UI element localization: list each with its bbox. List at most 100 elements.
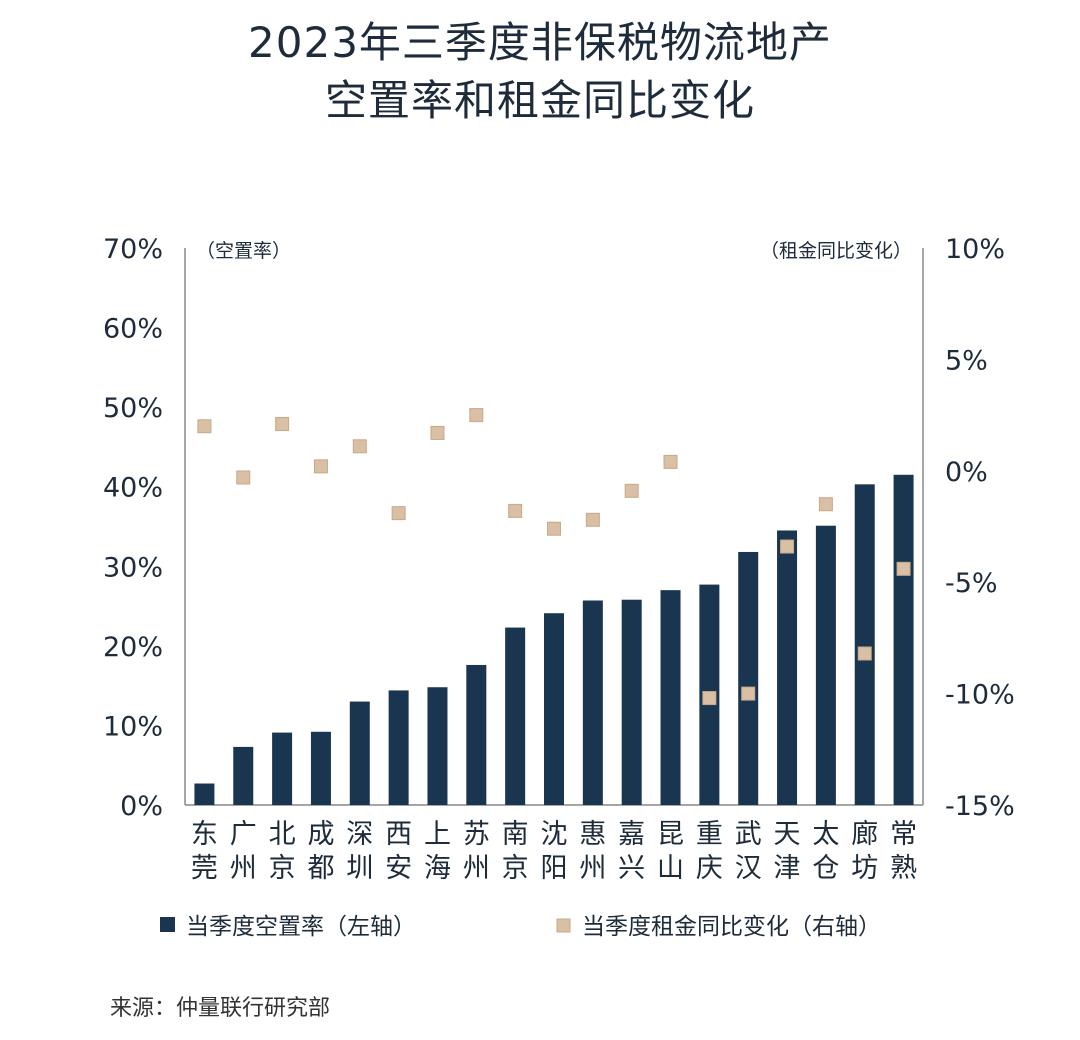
rent-change-marker (702, 691, 717, 706)
rent-change-marker (585, 512, 600, 527)
category-label: 广 (230, 819, 257, 850)
rent-change-marker (857, 646, 872, 661)
category-label: 嘉 (618, 819, 645, 850)
chart-title-line1: 2023年三季度非保税物流地产 (248, 18, 832, 67)
category-label: 都 (307, 853, 334, 884)
bar (777, 530, 798, 805)
right-axis-label: （租金同比变化） (760, 240, 912, 262)
rent-change-marker (469, 408, 484, 423)
legend-swatch-vacancy (160, 917, 175, 932)
category-label: 苏 (463, 819, 490, 850)
category-label: 仓 (812, 853, 839, 884)
rent-change-marker (352, 439, 367, 454)
category-label: 沈 (541, 819, 568, 850)
rent-change-marker (818, 497, 833, 512)
category-label: 州 (463, 853, 490, 884)
left-tick-label: 20% (103, 632, 163, 663)
left-tick-label: 60% (103, 314, 163, 345)
category-label: 京 (502, 853, 529, 884)
category-label: 深 (346, 819, 373, 850)
left-tick-label: 0% (120, 791, 163, 822)
rent-change-marker (391, 506, 406, 521)
left-tick-label: 10% (103, 711, 163, 742)
rent-change-marker (741, 686, 756, 701)
category-label: 海 (424, 853, 451, 884)
legend-label-rent: 当季度租金同比变化（右轴） (582, 914, 881, 940)
bar (349, 701, 370, 805)
category-label: 京 (269, 853, 296, 884)
category-label: 太 (812, 819, 839, 850)
right-tick-label: -5% (945, 568, 998, 599)
left-tick-label: 70% (103, 234, 163, 265)
bar (893, 474, 914, 805)
bar (388, 690, 409, 805)
rent-change-marker (896, 561, 911, 576)
category-label: 重 (696, 819, 723, 850)
rent-change-marker (236, 470, 251, 485)
category-label: 成 (307, 819, 334, 850)
legend-label-vacancy: 当季度空置率（左轴） (186, 914, 416, 940)
category-label: 昆 (657, 819, 684, 850)
right-tick-label: -10% (945, 680, 1015, 711)
rent-change-marker (663, 454, 678, 469)
chart-title-line2: 空置率和租金同比变化 (324, 76, 755, 125)
bar (582, 600, 603, 805)
bar (738, 551, 759, 805)
category-label: 山 (657, 853, 684, 884)
rent-change-marker (313, 459, 328, 474)
left-tick-label: 40% (103, 473, 163, 504)
category-label: 常 (890, 819, 917, 850)
left-tick-label: 50% (103, 393, 163, 424)
bar (505, 627, 526, 805)
bar (427, 687, 448, 805)
category-label: 莞 (191, 853, 218, 884)
bar (272, 732, 293, 805)
category-label: 惠 (579, 819, 606, 850)
rent-change-marker (430, 425, 445, 440)
category-label: 安 (385, 853, 412, 884)
source-note: 来源：仲量联行研究部 (110, 996, 331, 1021)
rent-change-marker (780, 539, 795, 554)
category-label: 庆 (696, 853, 723, 884)
bar (660, 590, 681, 805)
rent-change-marker (624, 483, 639, 498)
bar (310, 731, 331, 805)
rent-change-marker (275, 417, 290, 432)
bar (194, 783, 215, 805)
rent-change-marker (197, 419, 212, 434)
category-label: 上 (424, 819, 451, 850)
category-label: 汉 (735, 853, 762, 884)
left-tick-label: 30% (103, 552, 163, 583)
right-tick-label: -15% (945, 791, 1015, 822)
category-label: 津 (774, 853, 801, 884)
category-label: 州 (230, 853, 257, 884)
category-label: 西 (385, 819, 412, 850)
category-label: 坊 (851, 853, 878, 884)
right-tick-label: 10% (945, 234, 1005, 265)
category-label: 圳 (346, 853, 373, 884)
category-label: 熟 (890, 853, 917, 884)
bar (233, 746, 254, 805)
category-label: 廊 (851, 819, 878, 850)
chart-title: 2023年三季度非保税物流地产 空置率和租金同比变化 (0, 14, 1080, 130)
category-label: 南 (502, 819, 529, 850)
bar (854, 484, 875, 805)
bar (815, 525, 836, 805)
legend-swatch-rent (556, 918, 571, 933)
category-label: 东 (191, 819, 218, 850)
category-label: 武 (735, 819, 762, 850)
right-tick-label: 5% (945, 345, 988, 376)
category-label: 天 (774, 819, 801, 850)
rent-change-marker (547, 521, 561, 536)
rent-change-marker (508, 503, 523, 518)
category-label: 阳 (541, 853, 568, 884)
bar (466, 664, 487, 805)
category-label: 兴 (618, 853, 645, 884)
left-axis-label: （空置率） (196, 240, 291, 262)
bar (621, 599, 642, 805)
category-label: 州 (579, 853, 606, 884)
right-tick-label: 0% (945, 457, 988, 488)
bar (544, 613, 564, 805)
category-label: 北 (269, 819, 296, 850)
